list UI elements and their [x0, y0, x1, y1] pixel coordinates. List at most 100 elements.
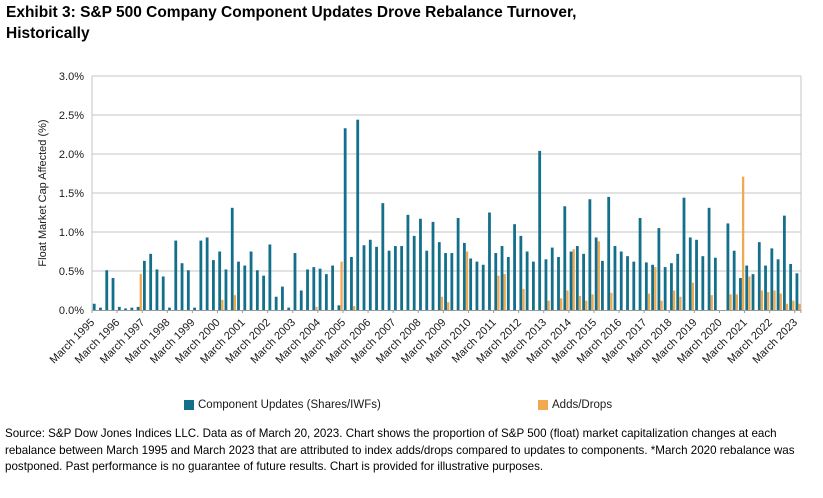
bar-component-updates — [557, 256, 560, 310]
bar-component-updates — [356, 119, 360, 311]
bar-component-updates — [431, 221, 435, 310]
bar-component-updates — [500, 246, 504, 310]
bar-component-updates — [626, 256, 629, 310]
bar-component-updates — [575, 246, 579, 310]
bar-component-updates — [136, 306, 140, 310]
bar-component-updates — [400, 246, 404, 310]
legend-item-adds-drops: Adds/Drops — [538, 399, 612, 411]
bar-component-updates — [651, 264, 655, 310]
bar-component-updates — [262, 275, 266, 310]
bar-component-updates — [538, 150, 542, 310]
bar-component-updates — [462, 242, 466, 310]
gridlines — [92, 75, 801, 272]
svg-text:0.5%: 0.5% — [59, 266, 84, 278]
bar-component-updates — [513, 224, 516, 310]
bar-component-updates — [324, 274, 328, 310]
exhibit-title: Exhibit 3: S&P 500 Company Component Upd… — [6, 2, 816, 44]
bar-component-updates — [130, 307, 134, 310]
svg-text:1.0%: 1.0% — [59, 227, 84, 239]
bar-component-updates — [218, 251, 222, 310]
bar-adds-drops — [798, 303, 801, 310]
bar-component-updates — [161, 276, 165, 310]
svg-text:0.0%: 0.0% — [59, 305, 84, 317]
exhibit-title-line2: Historically — [6, 25, 90, 42]
bar-component-updates — [701, 256, 705, 310]
bar-component-updates — [732, 250, 736, 310]
bar-component-updates — [519, 235, 523, 310]
bar-component-updates — [469, 258, 473, 310]
bar-adds-drops — [315, 306, 318, 310]
bar-adds-drops — [591, 294, 594, 310]
bar-component-updates — [117, 306, 121, 310]
legend-item-component-updates: Component Updates (Shares/IWFs) — [184, 399, 381, 411]
component-updates-swatch — [184, 400, 194, 410]
bar-adds-drops — [785, 303, 789, 310]
bar-adds-drops — [779, 293, 782, 310]
bar-adds-drops — [610, 292, 613, 310]
bar-chart-canvas: 0.0% 0.5% 1.0% 1.5% 2.0% 2.5% 3.0% Float Market… — [37, 71, 802, 366]
bar-component-updates — [212, 260, 215, 310]
bar-component-updates — [582, 253, 585, 310]
bar-component-updates — [350, 256, 353, 310]
bar-component-updates — [237, 261, 240, 310]
bar-component-updates — [437, 242, 441, 310]
bar-adds-drops — [767, 292, 770, 310]
bar-adds-drops — [503, 274, 506, 310]
bar-component-updates — [168, 307, 171, 310]
bar-component-updates — [751, 274, 755, 310]
svg-text:2.5%: 2.5% — [59, 110, 84, 122]
bar-component-updates — [682, 197, 686, 310]
bar-adds-drops — [522, 288, 525, 310]
bar-component-updates — [638, 217, 642, 310]
bar-adds-drops — [597, 241, 600, 310]
bar-component-updates — [601, 260, 604, 310]
bar-component-updates — [406, 214, 410, 310]
bar-component-updates — [174, 240, 178, 310]
exhibit-title-line1: Exhibit 3: S&P 500 Company Component Upd… — [6, 4, 577, 21]
bar-adds-drops — [547, 300, 550, 310]
bar-adds-drops — [660, 300, 663, 310]
bar-component-updates — [299, 290, 303, 310]
bar-adds-drops — [679, 296, 682, 310]
bar-component-updates — [450, 253, 454, 310]
bar-component-updates — [180, 263, 184, 310]
bar-component-updates — [368, 239, 372, 310]
bar-component-updates — [707, 207, 711, 310]
bar-component-updates — [92, 303, 96, 310]
bar-component-updates — [670, 263, 673, 310]
legend-label-adds-drops: Adds/Drops — [552, 399, 613, 411]
bar-component-updates — [663, 267, 667, 310]
bar-component-updates — [412, 235, 416, 310]
bar-component-updates — [550, 247, 554, 310]
bar-component-updates — [186, 270, 190, 310]
bar-component-updates — [588, 199, 592, 310]
bar-adds-drops — [760, 290, 764, 310]
bar-component-updates — [481, 264, 485, 310]
bar-component-updates — [268, 244, 272, 310]
bar-component-updates — [569, 251, 573, 310]
bar-component-updates — [199, 240, 203, 310]
bar-adds-drops — [585, 300, 588, 310]
bar-component-updates — [544, 259, 548, 310]
bar-component-updates — [525, 251, 529, 310]
x-axis-ticks — [91, 310, 802, 313]
bar-component-updates — [532, 261, 535, 310]
bar-component-updates — [456, 217, 460, 310]
bar-component-updates — [425, 250, 429, 310]
bar-component-updates — [193, 307, 196, 310]
bar-adds-drops — [340, 261, 343, 310]
bar-adds-drops — [566, 290, 569, 310]
bar-component-updates — [776, 259, 780, 310]
bar-component-updates — [688, 237, 692, 310]
bar-component-updates — [381, 203, 385, 310]
bar-adds-drops — [221, 299, 224, 310]
bar-adds-drops — [741, 176, 745, 310]
bar-component-updates — [362, 245, 366, 310]
bar-component-updates — [757, 242, 761, 310]
bar-component-updates — [713, 257, 717, 310]
bar-adds-drops — [792, 300, 795, 310]
bar-component-updates — [613, 246, 617, 310]
bar-component-updates — [224, 269, 228, 310]
bar-adds-drops — [233, 295, 237, 310]
bar-adds-drops — [748, 276, 751, 310]
